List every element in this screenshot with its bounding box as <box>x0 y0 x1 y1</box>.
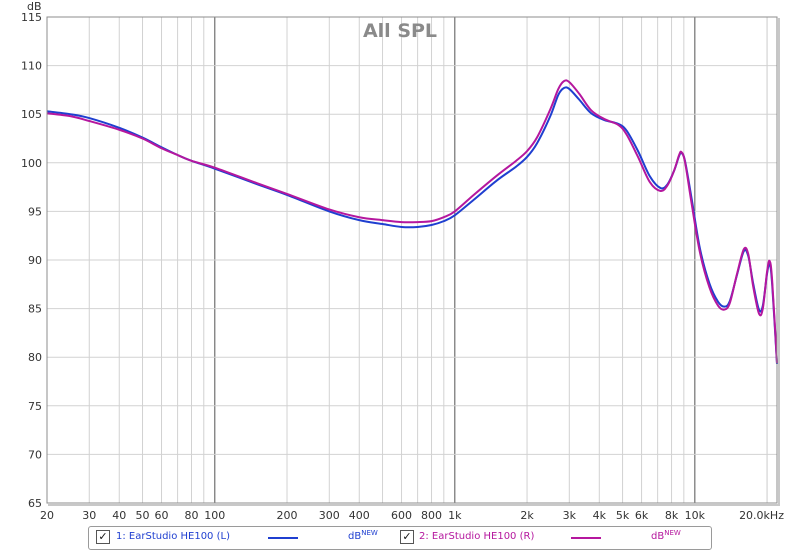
x-tick-label: 10k <box>685 509 706 522</box>
series-layer <box>46 79 778 365</box>
series-line-2 <box>46 79 778 364</box>
plot-border <box>46 16 778 504</box>
series-1-unit-sup: NEW <box>361 529 378 537</box>
x-tick-label: 2k <box>520 509 534 522</box>
x-tick-label: 1k <box>448 509 462 522</box>
x-tick-label: 4k <box>593 509 607 522</box>
series-2-checkbox[interactable]: ✓ <box>400 530 414 544</box>
y-tick-label: 80 <box>28 351 42 364</box>
x-tick-label: 20.0kHz <box>739 509 784 522</box>
x-tick-label: 200 <box>277 509 298 522</box>
x-tick-label: 3k <box>563 509 577 522</box>
x-tick-label: 6k <box>635 509 649 522</box>
y-tick-label: 75 <box>28 400 42 413</box>
x-tick-label: 800 <box>421 509 442 522</box>
x-tick-label: 80 <box>185 509 199 522</box>
y-tick-label: 105 <box>21 108 42 121</box>
x-tick-label: 300 <box>319 509 340 522</box>
series-2-swatch <box>571 537 601 539</box>
series-1-label: 1: EarStudio HE100 (L) <box>116 531 230 542</box>
series-1-unit: dBNEW <box>348 529 378 542</box>
y-axis: 65 70 75 80 85 90 95 100 105 110 115 <box>21 11 42 510</box>
x-tick-label: 20 <box>40 509 54 522</box>
x-tick-label: 400 <box>349 509 370 522</box>
x-tick-label: 60 <box>155 509 169 522</box>
grid <box>46 16 777 504</box>
y-tick-label: 65 <box>28 497 42 510</box>
y-tick-label: 115 <box>21 11 42 24</box>
x-tick-label: 40 <box>112 509 126 522</box>
x-tick-label: 600 <box>391 509 412 522</box>
x-tick-label: 5k <box>616 509 630 522</box>
plot-border-shadow <box>778 18 780 504</box>
series-2-unit: dBNEW <box>651 529 681 542</box>
x-tick-label: 8k <box>665 509 679 522</box>
legend: ✓ 1: EarStudio HE100 (L) dBNEW ✓ 2: EarS… <box>88 526 712 550</box>
plot-border-shadow-bottom <box>48 504 780 506</box>
series-2-unit-text: dB <box>651 531 665 542</box>
chart-title: All SPL <box>363 20 437 42</box>
series-1-swatch <box>268 537 298 539</box>
y-tick-label: 90 <box>28 254 42 267</box>
y-tick-label: 100 <box>21 157 42 170</box>
y-axis-label: dB <box>27 0 42 13</box>
series-2-unit-sup: NEW <box>664 529 681 537</box>
spl-chart: 65 70 75 80 85 90 95 100 105 110 115 20 30 40 50 60 80 1… <box>21 0 784 522</box>
x-tick-label: 30 <box>82 509 96 522</box>
series-1-unit-text: dB <box>348 531 362 542</box>
x-tick-label: 50 <box>136 509 150 522</box>
series-1-checkbox[interactable]: ✓ <box>96 530 110 544</box>
y-tick-label: 95 <box>28 205 42 218</box>
x-tick-label: 100 <box>204 509 225 522</box>
y-tick-label: 70 <box>28 448 42 461</box>
y-tick-label: 85 <box>28 303 42 316</box>
y-tick-label: 110 <box>21 60 42 73</box>
x-axis: 20 30 40 50 60 80 100 200 300 400 600 800 1k 2k 3k 4k 5k… <box>40 509 784 522</box>
series-2-label: 2: EarStudio HE100 (R) <box>419 531 535 542</box>
